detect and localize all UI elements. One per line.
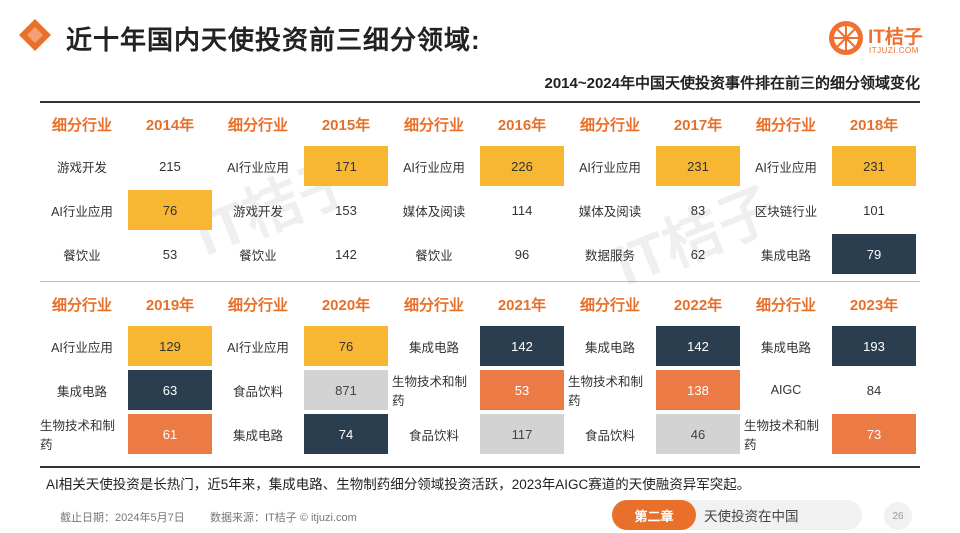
page-title: 近十年国内天使投资前三细分领域: [66,25,481,55]
divider-top [40,101,920,103]
value-cell: 153 [335,202,357,218]
industry-cell: 生物技术和制药 [568,375,644,408]
logo: IT桔子 ITJUZI.COM [828,16,938,62]
industry-cell: 生物技术和制药 [744,419,820,452]
industry-cell: 区块链行业 [754,204,818,219]
logo-text: IT桔子 [868,27,923,48]
column-header-year: 2018年 [849,116,899,134]
industry-cell: 食品饮料 [232,384,283,399]
column-header-year: 2020年 [321,296,371,314]
industry-cell: 集成电路 [760,248,811,263]
value-cell: 61 [128,414,212,454]
industry-cell: 餐饮业 [239,248,277,263]
summary-note: AI相关天使投资是长热门，近5年来，集成电路、生物制药细分领域投资活跃，2023… [46,477,751,492]
industry-cell: 餐饮业 [415,248,453,263]
industry-cell: 生物技术和制药 [392,375,468,408]
divider-bottom [40,466,920,468]
industry-cell: 食品饮料 [408,428,459,443]
column-header-year: 2022年 [673,296,723,314]
chapter-name: 天使投资在中国 [704,509,799,524]
column-header-year: 2016年 [497,116,547,134]
value-cell: 226 [480,146,564,186]
column-header-year: 2015年 [321,116,371,134]
industry-cell: 媒体及阅读 [402,204,466,219]
industry-cell: 数据服务 [584,248,635,263]
industry-table-2019-2023: 细分行业 2019年 细分行业 2020年 细分行业 2021年 细分行业 2022年 细分行业… [40,284,920,456]
column-header-year: 2021年 [497,296,547,314]
column-header-year: 2019年 [145,296,195,314]
value-cell: 871 [304,370,388,410]
value-cell: 138 [656,370,740,410]
value-cell: 63 [128,370,212,410]
value-cell: 231 [656,146,740,186]
industry-table-2014-2018: 细分行业 2014年 细分行业 2015年 细分行业 2016年 细分行业 2017年 细分行业… [40,104,920,276]
value-cell: 83 [690,202,706,218]
value-cell: 53 [480,370,564,410]
value-cell: 79 [832,234,916,274]
industry-cell: 餐饮业 [63,248,101,263]
industry-cell: AI行业应用 [579,160,641,175]
value-cell: 53 [162,246,178,262]
industry-cell: 游戏开发 [56,160,107,175]
value-cell: 46 [656,414,740,454]
value-cell: 117 [480,414,564,454]
industry-cell: AI行业应用 [403,160,465,175]
value-cell: 73 [832,414,916,454]
column-header-year: 2014年 [145,116,195,134]
value-cell: 129 [128,326,212,366]
industry-cell: 集成电路 [408,340,459,355]
orange-slice-icon [829,21,863,55]
column-header-industry: 细分行业 [51,296,112,314]
industry-cell: AI行业应用 [227,160,289,175]
industry-cell: 集成电路 [584,340,635,355]
column-header-year: 2023年 [849,296,899,314]
column-header-industry: 细分行业 [755,116,816,134]
industry-cell: AI行业应用 [227,340,289,355]
divider-middle [40,281,920,282]
industry-cell: 生物技术和制药 [40,419,116,452]
column-header-industry: 细分行业 [227,116,288,134]
chapter-tag[interactable]: 第二章 天使投资在中国 [612,500,862,530]
table-subtitle: 2014~2024年中国天使投资事件排在前三的细分领域变化 [544,75,920,92]
column-header-year: 2017年 [673,116,723,134]
logo-subtext: ITJUZI.COM [869,46,919,55]
value-cell: 76 [128,190,212,230]
value-cell: 74 [304,414,388,454]
column-header-industry: 细分行业 [579,116,640,134]
value-cell: 114 [511,202,533,218]
footer-source: 数据来源：IT桔子 © itjuzi.com [210,512,357,524]
value-cell: 193 [832,326,916,366]
value-cell: 101 [863,202,885,218]
industry-cell: AIGC [770,383,802,397]
diamond-icon [19,19,51,51]
industry-cell: 集成电路 [232,428,283,443]
value-cell: 96 [514,246,530,262]
industry-cell: 食品饮料 [584,428,635,443]
industry-cell: 媒体及阅读 [578,204,642,219]
chapter-label: 第二章 [612,500,696,530]
value-cell: 231 [832,146,916,186]
industry-cell: AI行业应用 [51,340,113,355]
column-header-industry: 细分行业 [227,296,288,314]
industry-cell: AI行业应用 [51,204,113,219]
value-cell: 84 [866,382,882,398]
industry-cell: 集成电路 [760,340,811,355]
value-cell: 171 [304,146,388,186]
column-header-industry: 细分行业 [403,296,464,314]
page-number: 26 [884,502,912,530]
column-header-industry: 细分行业 [579,296,640,314]
value-cell: 76 [304,326,388,366]
column-header-industry: 细分行业 [51,116,112,134]
industry-cell: 集成电路 [56,384,107,399]
column-header-industry: 细分行业 [755,296,816,314]
value-cell: 215 [159,158,181,174]
value-cell: 142 [335,246,357,262]
industry-cell: AI行业应用 [755,160,817,175]
value-cell: 142 [656,326,740,366]
value-cell: 142 [480,326,564,366]
value-cell: 62 [690,246,706,262]
column-header-industry: 细分行业 [403,116,464,134]
footer-date: 截止日期：2024年5月7日 [60,512,185,524]
industry-cell: 游戏开发 [232,204,283,219]
